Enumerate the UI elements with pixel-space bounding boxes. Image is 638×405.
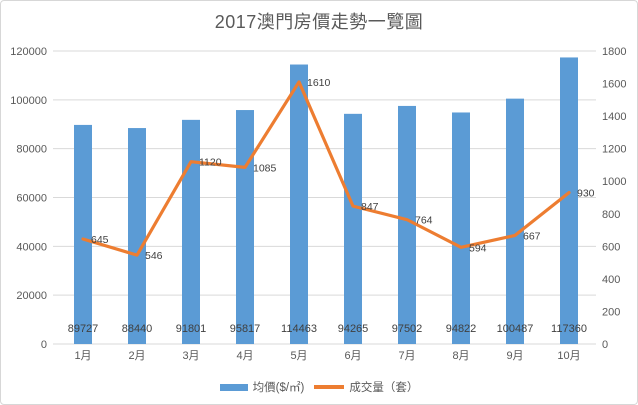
left-axis-tick-label: 100000	[10, 95, 47, 107]
left-axis-labels: 0 20000 40000 60000 80000 100000 120000	[10, 46, 47, 351]
right-axis-tick-label: 800	[602, 209, 620, 221]
volume-line	[81, 80, 571, 257]
left-axis-tick-label: 0	[41, 339, 47, 351]
line-value-label: 594	[469, 242, 487, 254]
bar-value-label: 89727	[68, 323, 99, 335]
line-value-label: 546	[145, 250, 163, 262]
x-axis-category-label: 6月	[344, 350, 361, 362]
bar-value-label: 117360	[551, 323, 587, 335]
chart-legend: 均價($/㎡) 成交量（套）	[1, 379, 637, 395]
bar-value-label: 97502	[392, 323, 423, 335]
bar	[506, 98, 524, 344]
line-value-label: 1085	[253, 162, 277, 174]
right-axis-tick-label: 1200	[602, 144, 626, 156]
left-axis-tick-label: 20000	[16, 290, 47, 302]
bar-value-label: 94265	[338, 323, 369, 335]
line-value-labels: 645 546 1120 1085 1610 847 764 594 667 930	[91, 77, 595, 262]
line-value-label: 847	[361, 201, 379, 213]
x-axis-category-label: 8月	[452, 350, 469, 362]
bar-value-label: 100487	[497, 323, 534, 335]
x-axis-category-label: 2月	[128, 350, 145, 362]
bar	[560, 57, 578, 345]
line-value-label: 1120	[199, 157, 222, 169]
right-axis-tick-label: 1600	[602, 79, 626, 91]
x-axis-category-label: 1月	[74, 350, 91, 362]
right-axis-tick-label: 400	[602, 274, 620, 286]
legend-label-price: 均價($/㎡)	[252, 382, 305, 394]
bar-value-label: 94822	[446, 323, 477, 335]
bar	[182, 119, 200, 344]
legend-item-price: 均價($/㎡)	[219, 379, 305, 395]
bar	[74, 124, 92, 345]
right-axis-labels: 0 200 400 600 800 1000 1200 1400 1600 1800	[602, 46, 626, 351]
line-value-label: 1610	[307, 77, 331, 89]
right-axis-tick-label: 600	[602, 241, 620, 253]
bar	[236, 110, 254, 345]
bar	[290, 64, 308, 345]
left-axis-tick-label: 60000	[16, 193, 47, 205]
x-axis-category-label: 5月	[290, 350, 307, 362]
left-axis-tick-label: 40000	[16, 241, 47, 253]
right-axis-tick-label: 0	[602, 339, 608, 351]
legend-label-volume: 成交量（套）	[349, 382, 419, 394]
x-axis-category-label: 9月	[506, 350, 523, 362]
bar-value-label: 91801	[176, 323, 207, 335]
right-axis-tick-label: 1000	[602, 176, 626, 188]
line-value-label: 645	[91, 234, 109, 246]
bar	[398, 105, 416, 344]
bar-value-labels: 89727 88440 91801 95817 114463 94265 97502 9482…	[68, 323, 587, 335]
bar-series	[74, 57, 578, 345]
x-axis-category-label: 10月	[557, 350, 580, 362]
bar-value-label: 95817	[230, 323, 261, 335]
bar-value-label: 88440	[122, 323, 153, 335]
legend-item-volume: 成交量（套）	[314, 379, 418, 395]
right-axis-tick-label: 1800	[602, 46, 626, 58]
right-axis-tick-label: 200	[602, 306, 620, 318]
x-axis-category-label: 7月	[398, 350, 415, 362]
chart-title: 2017澳門房價走勢一覽圖	[214, 12, 424, 32]
x-axis-category-label: 3月	[182, 350, 199, 362]
bar	[128, 128, 146, 344]
line-value-label: 764	[415, 215, 433, 227]
bar-series-swatch-icon	[219, 383, 248, 391]
bar	[452, 112, 470, 344]
x-axis-category-label: 4月	[236, 350, 253, 362]
bar-value-label: 114463	[281, 323, 317, 335]
line-series-swatch-icon	[314, 385, 345, 389]
line-value-label: 667	[523, 230, 541, 242]
right-axis-tick-label: 1400	[602, 111, 626, 123]
left-axis-tick-label: 80000	[16, 144, 47, 156]
line-value-label: 930	[577, 188, 595, 200]
left-axis-tick-label: 120000	[10, 46, 47, 58]
x-axis-labels: 1月 2月 3月 4月 5月 6月 7月 8月 9月 10月	[74, 350, 580, 362]
bar	[344, 113, 362, 344]
